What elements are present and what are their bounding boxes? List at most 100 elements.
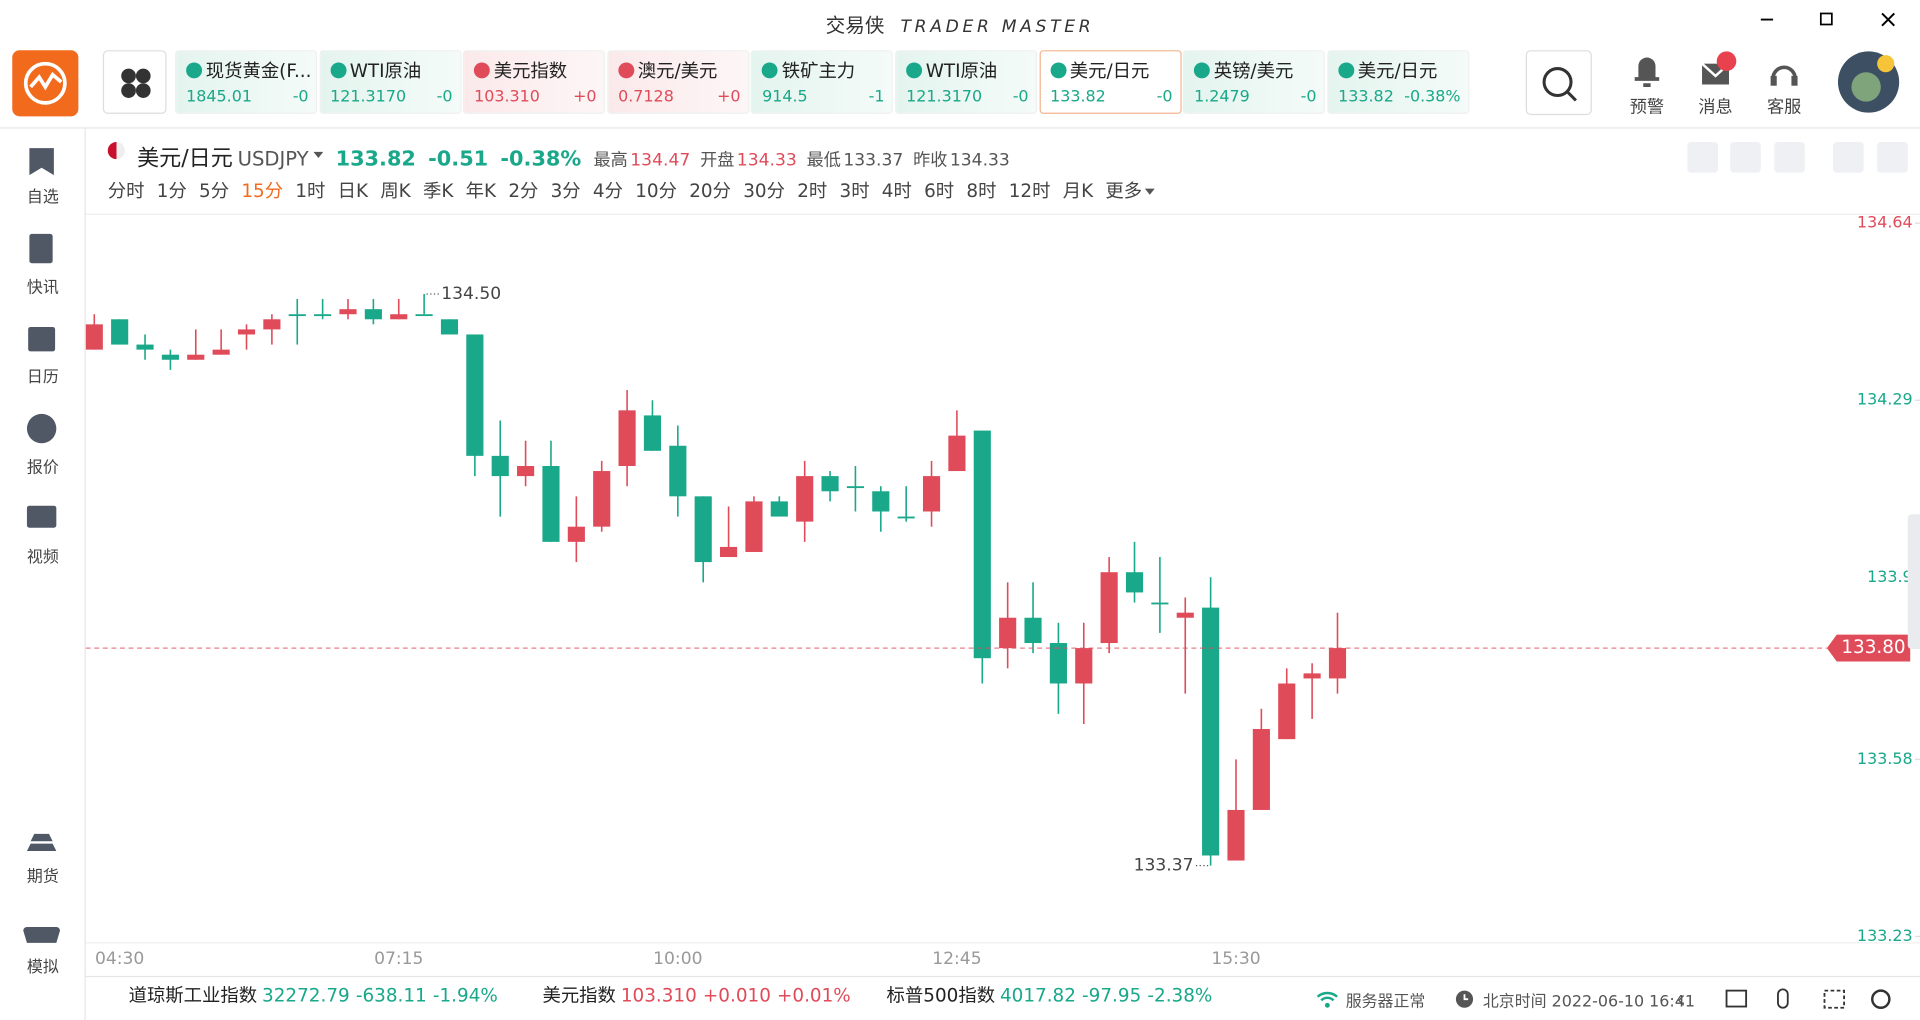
dropdown-arrow[interactable] xyxy=(313,151,324,163)
index-value: 32272.79 xyxy=(262,984,350,1007)
period-tab[interactable]: 季K xyxy=(422,180,454,203)
ticker-name-row: WTI原油 xyxy=(330,58,421,84)
expand-button[interactable] xyxy=(1833,142,1864,173)
sidebar-item[interactable]: 日历 xyxy=(26,368,59,387)
alert-icon[interactable] xyxy=(1634,57,1660,87)
period-tab[interactable]: 1分 xyxy=(156,180,187,203)
index-quote[interactable]: 美元指数 103.310 +0.010 +0.01% xyxy=(542,982,856,1008)
period-tab[interactable]: 月K xyxy=(1062,180,1094,203)
period-tab[interactable]: 3分 xyxy=(550,180,581,203)
sidebar-item[interactable]: 报价 xyxy=(26,459,59,478)
logo[interactable] xyxy=(12,50,79,117)
ticker-change: -1 xyxy=(868,88,885,107)
ticker-icon xyxy=(1050,62,1067,79)
stat-label: 昨收 xyxy=(913,150,948,171)
period-tab[interactable]: 分时 xyxy=(107,180,145,203)
stat-label: 最低 xyxy=(806,150,841,171)
draw-button[interactable] xyxy=(1730,142,1761,173)
sidebar-item[interactable]: 模拟 xyxy=(26,958,59,978)
sidebar-item[interactable]: 期货 xyxy=(26,868,59,887)
period-tab[interactable]: 更多 xyxy=(1105,178,1155,204)
index-change: -638.11 xyxy=(355,984,427,1007)
period-tab[interactable]: 年K xyxy=(465,180,497,203)
period-tab[interactable]: 10分 xyxy=(635,180,677,203)
period-tab[interactable]: 2分 xyxy=(508,180,539,203)
candle-body xyxy=(872,491,890,512)
ticker[interactable]: 美元/日元 133.82 -0.38% xyxy=(1327,50,1470,114)
period-tab[interactable]: 日K xyxy=(337,180,369,203)
candle-body xyxy=(720,546,738,558)
period-tab[interactable]: 8时 xyxy=(966,180,997,203)
period-tab[interactable]: 20分 xyxy=(689,180,731,203)
avatar[interactable] xyxy=(1837,50,1903,116)
ticker-icon xyxy=(906,62,923,79)
toolbar-label[interactable]: 消息 xyxy=(1698,97,1733,118)
period-tab[interactable]: 4分 xyxy=(592,180,623,203)
candle-body xyxy=(567,526,585,542)
ticker-icon xyxy=(618,62,635,79)
candle-body xyxy=(1202,607,1220,856)
ticker-change: -0 xyxy=(436,88,453,107)
indicator-button[interactable] xyxy=(1687,142,1718,173)
service-icon[interactable] xyxy=(1771,65,1797,79)
period-tab[interactable]: 周K xyxy=(380,180,411,203)
candle-body xyxy=(846,486,865,489)
app-name: 交易侠 xyxy=(825,13,885,37)
screenshot-icon[interactable] xyxy=(1823,989,1846,1009)
ticker-name: WTI原油 xyxy=(349,60,422,83)
candle-body xyxy=(263,319,281,330)
candle-body xyxy=(491,455,509,477)
ticker-icon xyxy=(474,62,491,79)
sidebar-item[interactable]: 自选 xyxy=(26,188,59,207)
symbol-code: USDJPY xyxy=(237,146,309,171)
ticker-change: +0 xyxy=(573,88,597,107)
index-quote[interactable]: 标普500指数 4017.82 -97.95 -2.38% xyxy=(887,982,1219,1008)
settings-icon[interactable] xyxy=(1871,989,1891,1009)
restore[interactable] xyxy=(1819,12,1833,26)
apps-button[interactable] xyxy=(102,50,167,114)
candle-body xyxy=(999,617,1017,649)
period-tab[interactable]: 30分 xyxy=(743,180,785,203)
close[interactable] xyxy=(1881,12,1895,27)
ticker-name: 铁矿主力 xyxy=(781,60,856,83)
stat-value: 134.33 xyxy=(736,150,797,171)
ticker[interactable]: WTI原油 121.3170 -0 xyxy=(895,50,1038,114)
y-tick-label: 134.29 xyxy=(1857,390,1913,409)
attach-icon[interactable] xyxy=(1777,988,1789,1009)
ticker-price: 133.82 xyxy=(1338,88,1394,107)
sidebar-item[interactable]: 快讯 xyxy=(26,279,59,298)
ticker[interactable]: 美元指数 103.310 +0 xyxy=(463,50,606,114)
ticker[interactable]: WTI原油 121.3170 -0 xyxy=(319,50,462,114)
toolbar-label[interactable]: 客服 xyxy=(1766,97,1802,118)
period-tab[interactable]: 3时 xyxy=(839,180,870,203)
candle-style-button[interactable] xyxy=(1774,142,1805,173)
collapse-tab[interactable] xyxy=(1907,514,1920,649)
period-tab[interactable]: 2时 xyxy=(797,180,828,203)
index-quote[interactable]: 道琼斯工业指数 32272.79 -638.11 -1.94% xyxy=(129,982,504,1008)
ticker[interactable]: 美元/日元 133.82 -0 xyxy=(1039,50,1182,114)
period-tab[interactable]: 1时 xyxy=(295,180,326,203)
window-icon[interactable] xyxy=(1725,989,1748,1008)
sidebar-item[interactable]: 视频 xyxy=(26,548,59,567)
dropdown-arrow xyxy=(1144,188,1155,200)
ticker[interactable]: 英镑/美元 1.2479 -0 xyxy=(1183,50,1326,114)
candle-body xyxy=(821,476,839,492)
change: -0.51 xyxy=(428,146,489,172)
close-chart-button[interactable] xyxy=(1877,142,1908,173)
ticker[interactable]: 澳元/美元 0.7128 +0 xyxy=(607,50,750,114)
period-tab[interactable]: 15分 xyxy=(241,180,284,203)
period-tab[interactable]: 6时 xyxy=(924,180,955,203)
index-change-pct: -1.94% xyxy=(432,984,498,1007)
search-button[interactable] xyxy=(1525,50,1592,116)
window-controls[interactable] xyxy=(1739,7,1910,31)
period-tab[interactable]: 4时 xyxy=(881,180,912,203)
candle-body xyxy=(1303,673,1321,679)
toolbar-label[interactable]: 预警 xyxy=(1629,97,1665,118)
period-tab[interactable]: 5分 xyxy=(199,180,230,203)
period-tab[interactable]: 12时 xyxy=(1008,180,1051,203)
ticker[interactable]: 铁矿主力 914.5 -1 xyxy=(751,50,894,114)
ticker[interactable]: 现货黄金(F... 1845.01 -0 xyxy=(175,50,318,114)
ticker-name-row: 现货黄金(F... xyxy=(186,58,311,84)
